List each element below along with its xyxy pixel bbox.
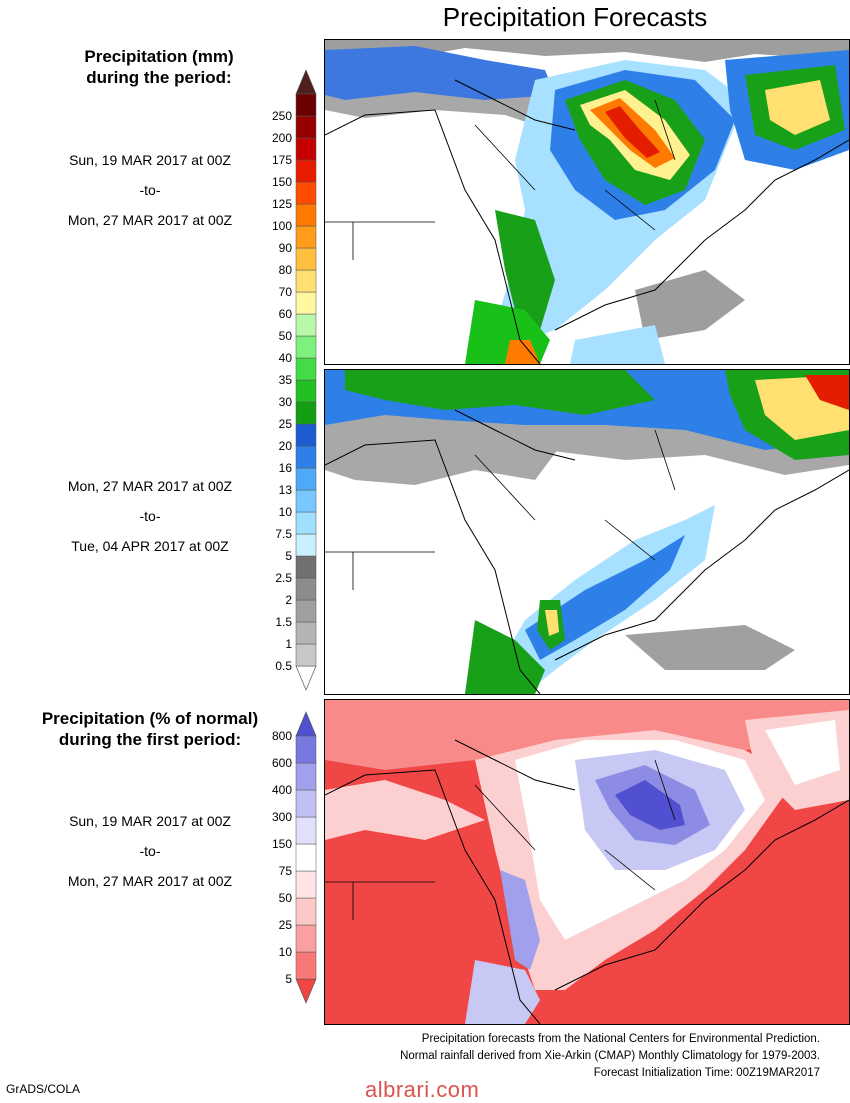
precip-mm-tick-label: 1: [285, 637, 292, 651]
precip-mm-tick-label: 2: [285, 593, 292, 607]
precip-mm-tick-label: 150: [272, 175, 292, 189]
percent-normal-color-segment: [296, 736, 316, 763]
page-title: Precipitation Forecasts: [325, 2, 825, 33]
percent-normal-color-segment: [296, 871, 316, 898]
precip-mm-tick-label: 100: [272, 219, 292, 233]
precip-mm-color-segment: [296, 182, 316, 204]
percent-normal-tick-label: 150: [272, 837, 292, 851]
precip-mm-color-segment: [296, 138, 316, 160]
percent-normal-color-low: [296, 979, 316, 1003]
precip-mm-color-segment: [296, 94, 316, 116]
precip-mm-tick-label: 10: [279, 505, 293, 519]
precip-mm-color-segment: [296, 204, 316, 226]
precip-mm-tick-label: 200: [272, 131, 292, 145]
percent-normal-color-high: [296, 712, 316, 736]
precip-mm-color-segment: [296, 336, 316, 358]
precip-mm-tick-label: 7.5: [275, 527, 292, 541]
precip-mm-tick-label: 16: [279, 461, 293, 475]
precip-mm-tick-label: 0.5: [275, 659, 292, 673]
percent-normal-tick-label: 50: [279, 891, 293, 905]
precip-mm-color-segment: [296, 116, 316, 138]
precip-mm-color-segment: [296, 248, 316, 270]
precip-mm-tick-label: 30: [279, 395, 293, 409]
precip-mm-color-segment: [296, 270, 316, 292]
percent-normal-colorbar-graphic: 5 10 25 50 75 150 300 400 600 800: [250, 712, 320, 1016]
precip-mm-color-segment: [296, 490, 316, 512]
percent-normal-tick-label: 25: [279, 918, 293, 932]
map-panel-percent-normal: [324, 699, 850, 1025]
precip-mm-tick-label: 80: [279, 263, 293, 277]
precip-map-period2: [325, 370, 849, 694]
precip-mm-tick-label: 25: [279, 417, 293, 431]
footer: Precipitation forecasts from the Nationa…: [400, 1031, 820, 1082]
precip-mm-tick-label: 13: [279, 483, 293, 497]
percent-normal-color-segment: [296, 790, 316, 817]
precip-mm-color-high: [296, 70, 316, 94]
footer-line: Normal rainfall derived from Xie-Arkin (…: [400, 1048, 820, 1065]
percent-normal-map: [325, 700, 849, 1024]
precip-mm-tick-label: 125: [272, 197, 292, 211]
precip-mm-tick-label: 5: [285, 549, 292, 563]
precip-mm-tick-label: 175: [272, 153, 292, 167]
precip-mm-color-segment: [296, 380, 316, 402]
percent-normal-tick-label: 300: [272, 810, 292, 824]
precip-mm-color-segment: [296, 644, 316, 666]
watermark: albrari.com: [365, 1077, 479, 1103]
map-panel-period1: [324, 39, 850, 365]
precip-mm-tick-label: 250: [272, 109, 292, 123]
precip-mm-color-segment: [296, 292, 316, 314]
precip-mm-color-low: [296, 666, 316, 690]
precip-mm-color-segment: [296, 622, 316, 644]
percent-normal-color-segment: [296, 952, 316, 979]
percent-normal-color-segment: [296, 817, 316, 844]
precip-mm-color-segment: [296, 226, 316, 248]
precip-mm-tick-label: 90: [279, 241, 293, 255]
precip-mm-tick-label: 40: [279, 351, 293, 365]
panel1-heading-line1: Precipitation (mm): [0, 46, 319, 67]
precip-mm-color-segment: [296, 402, 316, 424]
percent-normal-tick-label: 75: [279, 864, 293, 878]
precip-mm-color-segment: [296, 512, 316, 534]
precip-mm-color-segment: [296, 534, 316, 556]
precip-mm-color-segment: [296, 578, 316, 600]
percent-normal-tick-label: 10: [279, 945, 293, 959]
percent-normal-color-segment: [296, 763, 316, 790]
precip-mm-tick-label: 50: [279, 329, 293, 343]
map-panel-period2: [324, 369, 850, 695]
precip-mm-color-segment: [296, 358, 316, 380]
precip-mm-colorbar: 0.5 1 1.5 2 2.5 5 7.5 10 13 16 20 25 30 35 40 50 60 70 80 9…: [250, 70, 320, 670]
precip-mm-color-segment: [296, 424, 316, 446]
precip-mm-tick-label: 35: [279, 373, 293, 387]
precip-mm-color-segment: [296, 446, 316, 468]
precip-map-period1: [325, 40, 849, 364]
precip-mm-tick-label: 60: [279, 307, 293, 321]
percent-normal-tick-label: 400: [272, 783, 292, 797]
precip-mm-tick-label: 2.5: [275, 571, 292, 585]
percent-normal-color-segment: [296, 844, 316, 871]
percent-normal-color-segment: [296, 898, 316, 925]
footer-line: Precipitation forecasts from the Nationa…: [400, 1031, 820, 1048]
precip-mm-tick-label: 70: [279, 285, 293, 299]
precip-mm-tick-label: 1.5: [275, 615, 292, 629]
percent-normal-tick-label: 800: [272, 729, 292, 743]
percent-normal-tick-label: 600: [272, 756, 292, 770]
percent-normal-colorbar: 5 10 25 50 75 150 300 400 600 800: [250, 712, 320, 1016]
precip-mm-colorbar-graphic: 0.5 1 1.5 2 2.5 5 7.5 10 13 16 20 25 30 35 40 50 60 70 80 9…: [250, 70, 320, 670]
percent-normal-color-segment: [296, 925, 316, 952]
grads-credit: GrADS/COLA: [6, 1082, 80, 1096]
precip-mm-color-segment: [296, 556, 316, 578]
precip-mm-color-segment: [296, 468, 316, 490]
precip-mm-color-segment: [296, 314, 316, 336]
precip-mm-color-segment: [296, 160, 316, 182]
precip-mm-color-segment: [296, 600, 316, 622]
percent-normal-tick-label: 5: [285, 972, 292, 986]
precip-mm-tick-label: 20: [279, 439, 293, 453]
